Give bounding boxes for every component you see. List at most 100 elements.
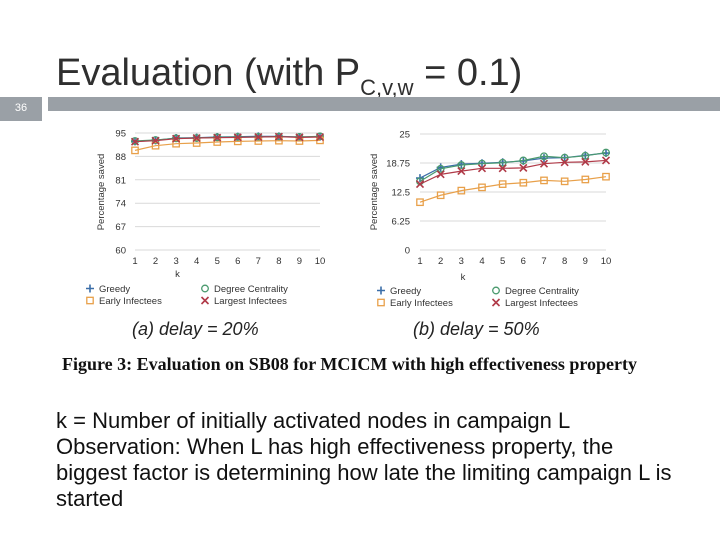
- figure-caption-label: Figure 3:: [62, 354, 133, 374]
- chart-2-series-2-point: [457, 161, 466, 170]
- chart-1-x-tick-label: 9: [297, 256, 302, 267]
- chart-1-x-tick-label: 4: [194, 256, 199, 267]
- chart-2-series-2-line: [419, 151, 607, 182]
- chart-2-series-4-point: [498, 164, 507, 173]
- chart-2-legend-marker: [491, 298, 501, 307]
- chart-1-series-4-point: [254, 132, 263, 142]
- chart-1-y-tick-label: 74: [115, 199, 126, 210]
- chart-2-x-tick-label: 5: [500, 256, 505, 267]
- slide-number: 36: [14, 102, 28, 114]
- chart-2-legend-label: Early Infectees: [390, 298, 453, 309]
- chart-2-legend-marker: [492, 286, 500, 295]
- chart-2-series-2-point: [560, 153, 569, 162]
- chart-1-x-axis-label: k: [175, 269, 180, 280]
- body-line-k-definition: k = Number of initially activated nodes …: [56, 408, 571, 433]
- chart-1-y-axis-label: Percentage saved: [96, 154, 107, 231]
- chart-2-y-tick-label: 6.25: [392, 217, 411, 228]
- chart-2-legend-label: Largest Infectees: [505, 298, 578, 309]
- chart-2-series-4-point: [519, 163, 528, 172]
- chart-2-series-4-point: [581, 157, 590, 166]
- chart-2-series-2-point: [602, 148, 610, 157]
- chart-1-series-4-point: [151, 136, 160, 145]
- chart-1-series-3-point: [151, 141, 160, 150]
- chart-1-legend-marker: [86, 296, 94, 305]
- chart-1-y-tick-label: 67: [115, 222, 126, 233]
- chart-2-series-2-point: [498, 158, 507, 167]
- figure-caption-text: Evaluation on SB08 for MCICM with high e…: [136, 354, 637, 374]
- chart-2-series-4-point: [457, 167, 466, 176]
- chart-1-x-tick-label: 3: [173, 256, 178, 267]
- chart-1-series-3-line: [134, 139, 321, 151]
- chart-2-series-3-point: [478, 183, 486, 192]
- chart-1-series-4-point: [192, 133, 201, 143]
- chart-2-series-2-point: [581, 151, 590, 160]
- chart-2-series-4-line: [419, 159, 607, 185]
- chart-2-legend-marker: [377, 286, 385, 295]
- chart-1-series-2-point: [316, 132, 324, 141]
- chart-2-x-tick-label: 7: [541, 256, 546, 267]
- chart-2-series-4-point: [560, 158, 569, 167]
- chart-1-series-4-point: [213, 133, 222, 142]
- chart-1-series-4-point: [295, 133, 304, 142]
- chart-2-x-tick-label: 9: [583, 256, 588, 267]
- chart-2-series-3-point: [540, 176, 548, 185]
- chart-2-y-tick-label: 25: [399, 130, 410, 141]
- chart-1-y-tick-label: 60: [115, 246, 126, 257]
- chart-2-legend-label: Greedy: [390, 286, 421, 297]
- chart-1-legend-marker: [201, 284, 209, 293]
- chart-2-series-3-point: [436, 191, 445, 200]
- chart-1-subtitle: (a) delay = 20%: [132, 319, 259, 339]
- chart-1-series-3-point: [213, 138, 222, 146]
- chart-2-series-3-point: [416, 198, 424, 207]
- chart-2-series-3-point: [602, 172, 610, 181]
- chart-2-legend-label: Degree Centrality: [505, 286, 579, 297]
- chart-1-legend-label: Early Infectees: [99, 296, 162, 307]
- chart-2-series-3-point: [581, 175, 590, 184]
- slide-title-tail: = 0.1): [413, 52, 523, 94]
- chart-2-x-tick-label: 3: [459, 256, 464, 267]
- chart-2-series-3-point: [457, 186, 466, 195]
- chart-2-x-tick-label: 2: [438, 256, 443, 267]
- figure-caption: Figure 3: Evaluation on SB08 for MCICM w…: [62, 353, 652, 376]
- chart-2-series-4-point: [477, 164, 487, 173]
- slide-number-box: [0, 97, 42, 121]
- chart-1-legend-label: Degree Centrality: [214, 284, 288, 295]
- chart-1-x-tick-label: 7: [256, 256, 261, 267]
- chart-1-series-4-point: [315, 132, 325, 142]
- title-rule: [48, 97, 720, 111]
- chart-1-legend-label: Greedy: [99, 284, 130, 295]
- chart-1-y-tick-label: 95: [115, 129, 126, 140]
- chart-2-series-2-point: [478, 159, 486, 168]
- chart-2-series-2-point: [540, 152, 548, 161]
- chart-1-y-tick-label: 88: [115, 152, 126, 163]
- chart-1-x-tick-label: 2: [153, 256, 158, 267]
- chart-1-series-4-point: [172, 134, 181, 143]
- chart-1-series-3-point: [192, 139, 201, 147]
- chart-1-y-tick-label: 81: [115, 175, 126, 186]
- chart-1-x-tick-label: 1: [132, 256, 137, 267]
- chart-1-series-4-line: [134, 136, 321, 143]
- chart-2-series-4-point: [601, 156, 611, 165]
- chart-2-y-tick-label: 18.75: [386, 159, 410, 170]
- chart-2-y-tick-label: 0: [405, 246, 410, 257]
- chart-2-y-axis-label: Percentage saved: [369, 154, 380, 231]
- chart-2-x-axis-label: k: [461, 272, 466, 283]
- body-line-observation: Observation: When L has high effectivene…: [56, 434, 672, 511]
- chart-2-series-4-point: [436, 170, 445, 179]
- chart-2-subtitle: (b) delay = 50%: [413, 319, 540, 339]
- chart-1-series-4-point: [130, 137, 140, 146]
- body-text: k = Number of initially activated nodes …: [56, 408, 676, 512]
- chart-2-series-3-point: [519, 178, 528, 187]
- chart-1-x-tick-label: 8: [276, 256, 281, 267]
- chart-1-legend-marker: [200, 296, 210, 305]
- slide-title-main: Evaluation (with P: [56, 52, 361, 94]
- chart-2-x-tick-label: 1: [417, 256, 422, 267]
- chart-2-x-tick-label: 6: [521, 256, 526, 267]
- chart-1-x-tick-label: 6: [235, 256, 240, 267]
- chart-2-x-tick-label: 4: [479, 256, 484, 267]
- chart-2-x-tick-label: 10: [601, 256, 612, 267]
- chart-1-x-tick-label: 5: [215, 256, 220, 267]
- chart-2-series-3-point: [560, 177, 569, 186]
- chart-1-series-3-point: [131, 146, 139, 155]
